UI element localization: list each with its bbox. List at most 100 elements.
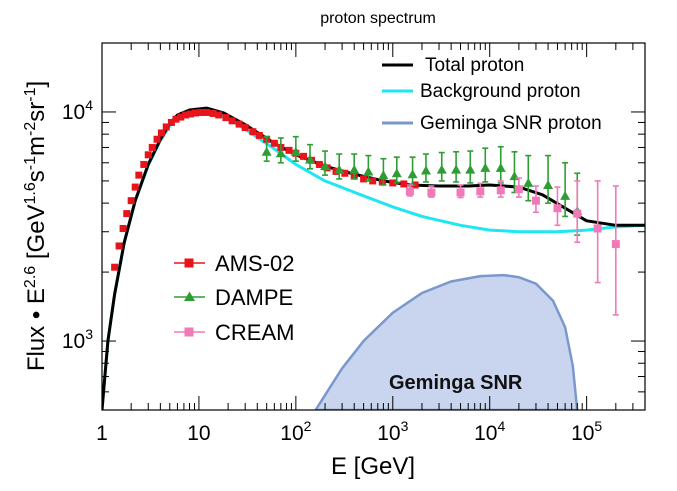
ams-02-point [341, 169, 349, 177]
y-tick-label: 104 [62, 97, 93, 124]
legend-background-label: Background proton [420, 81, 581, 102]
x-axis: 1 10 102 103 104 105 [96, 43, 646, 445]
legend-total-label: Total proton [425, 55, 524, 76]
ams-02-point [228, 117, 236, 125]
ams-02-point [135, 171, 143, 179]
ams-02-point [172, 115, 180, 123]
ams-02-point [144, 151, 152, 159]
dampe-point [560, 190, 571, 200]
legend-cream-marker [184, 327, 194, 337]
legend-ams-label: AMS-02 [215, 251, 294, 276]
cream-point [476, 187, 485, 196]
ams-02-point [167, 118, 175, 126]
dampe-point [523, 177, 534, 187]
x-tick-label: 103 [377, 418, 408, 445]
legend-geminga-label: Geminga SNR proton [420, 113, 602, 134]
cream-point [427, 188, 436, 197]
chart-title: proton spectrum [320, 10, 436, 27]
dampe-point [495, 162, 506, 172]
dampe-point [420, 165, 431, 175]
geminga-snr-proton-area [314, 273, 579, 410]
ams-02-point [249, 128, 257, 136]
ams-02-point [400, 180, 408, 188]
dampe-point [451, 164, 462, 174]
legend-models: Total proton Background proton Geminga S… [382, 55, 602, 134]
cream-point [405, 187, 414, 196]
legend-datasets: AMS-02 DAMPE CREAM [174, 251, 294, 345]
ams-02-point [119, 224, 127, 232]
cream-point [456, 188, 465, 197]
dampe-point [349, 164, 360, 174]
cream-point [553, 204, 562, 213]
ams-02-point [123, 210, 131, 218]
x-tick-label: 105 [571, 418, 602, 445]
ams-02-point [300, 152, 308, 160]
ams-02-point [191, 109, 199, 117]
dampe-point [436, 164, 447, 174]
dampe-point [305, 154, 316, 164]
ams-02-point [131, 183, 139, 191]
dampe-point [320, 161, 331, 171]
ams-02-point [215, 111, 223, 119]
ams-02-point [115, 242, 123, 250]
cream-point [593, 224, 602, 233]
plot-frame [101, 42, 646, 411]
ams-02-point [315, 160, 323, 168]
ams-02-point [162, 123, 170, 131]
ams-02-point [255, 131, 263, 139]
legend-cream-label: CREAM [215, 320, 294, 345]
dampe-point [465, 164, 476, 174]
ams-02-point [222, 114, 230, 122]
dampe-point [480, 162, 491, 172]
ams-02-point [203, 108, 211, 116]
ams-02-point [197, 108, 205, 116]
dampe-point [543, 179, 554, 189]
ams-02-point [148, 143, 156, 151]
total-proton-curve [102, 106, 645, 410]
ams-02-point [140, 160, 148, 168]
ams-02-point [127, 197, 135, 205]
ams-02-point [235, 120, 243, 128]
y-axis-title: Flux • E2.6 [GeV1.6s-1m-2sr-1] [22, 81, 50, 371]
geminga-annotation: Geminga SNR [389, 372, 523, 394]
x-tick-label: 102 [280, 418, 311, 445]
y-tick-label: 103 [62, 326, 93, 353]
geminga-area-layer [314, 273, 579, 410]
ams-02-point [177, 113, 185, 121]
cream-point [514, 185, 523, 194]
x-tick-label: 104 [474, 418, 505, 445]
legend-dampe-label: DAMPE [215, 285, 293, 310]
curve-layer [102, 106, 645, 410]
cream-point [496, 186, 505, 195]
ams-02-point [187, 110, 195, 118]
cream-point [573, 209, 582, 218]
x-tick-label: 1 [96, 422, 108, 445]
ams-02-point [157, 129, 165, 137]
dampe-point [290, 146, 301, 156]
dampe-point [275, 148, 286, 158]
ams-02-point [270, 139, 278, 147]
dampe-point [261, 146, 272, 156]
dampe-point [363, 166, 374, 176]
ams-02-point [389, 179, 397, 187]
legend-dampe-marker [184, 291, 195, 301]
x-axis-title: E [GeV] [331, 453, 415, 480]
legend-ams-marker [184, 258, 194, 268]
dampe-point [334, 164, 345, 174]
ams-02-point [182, 111, 190, 119]
data-point-layer [111, 108, 620, 316]
cream-point [611, 240, 620, 249]
ams-02-point [241, 124, 249, 132]
y-axis: 103 104 [62, 42, 645, 411]
ams-02-point [153, 135, 161, 143]
x-tick-label: 10 [187, 422, 210, 445]
cream-point [531, 196, 540, 205]
dampe-point [378, 170, 389, 180]
ams-02-point [360, 175, 368, 183]
dampe-point [407, 169, 418, 179]
dampe-point [391, 168, 402, 178]
ams-02-point [378, 178, 386, 186]
ams-02-point [209, 109, 217, 117]
ams-02-point [285, 146, 293, 154]
